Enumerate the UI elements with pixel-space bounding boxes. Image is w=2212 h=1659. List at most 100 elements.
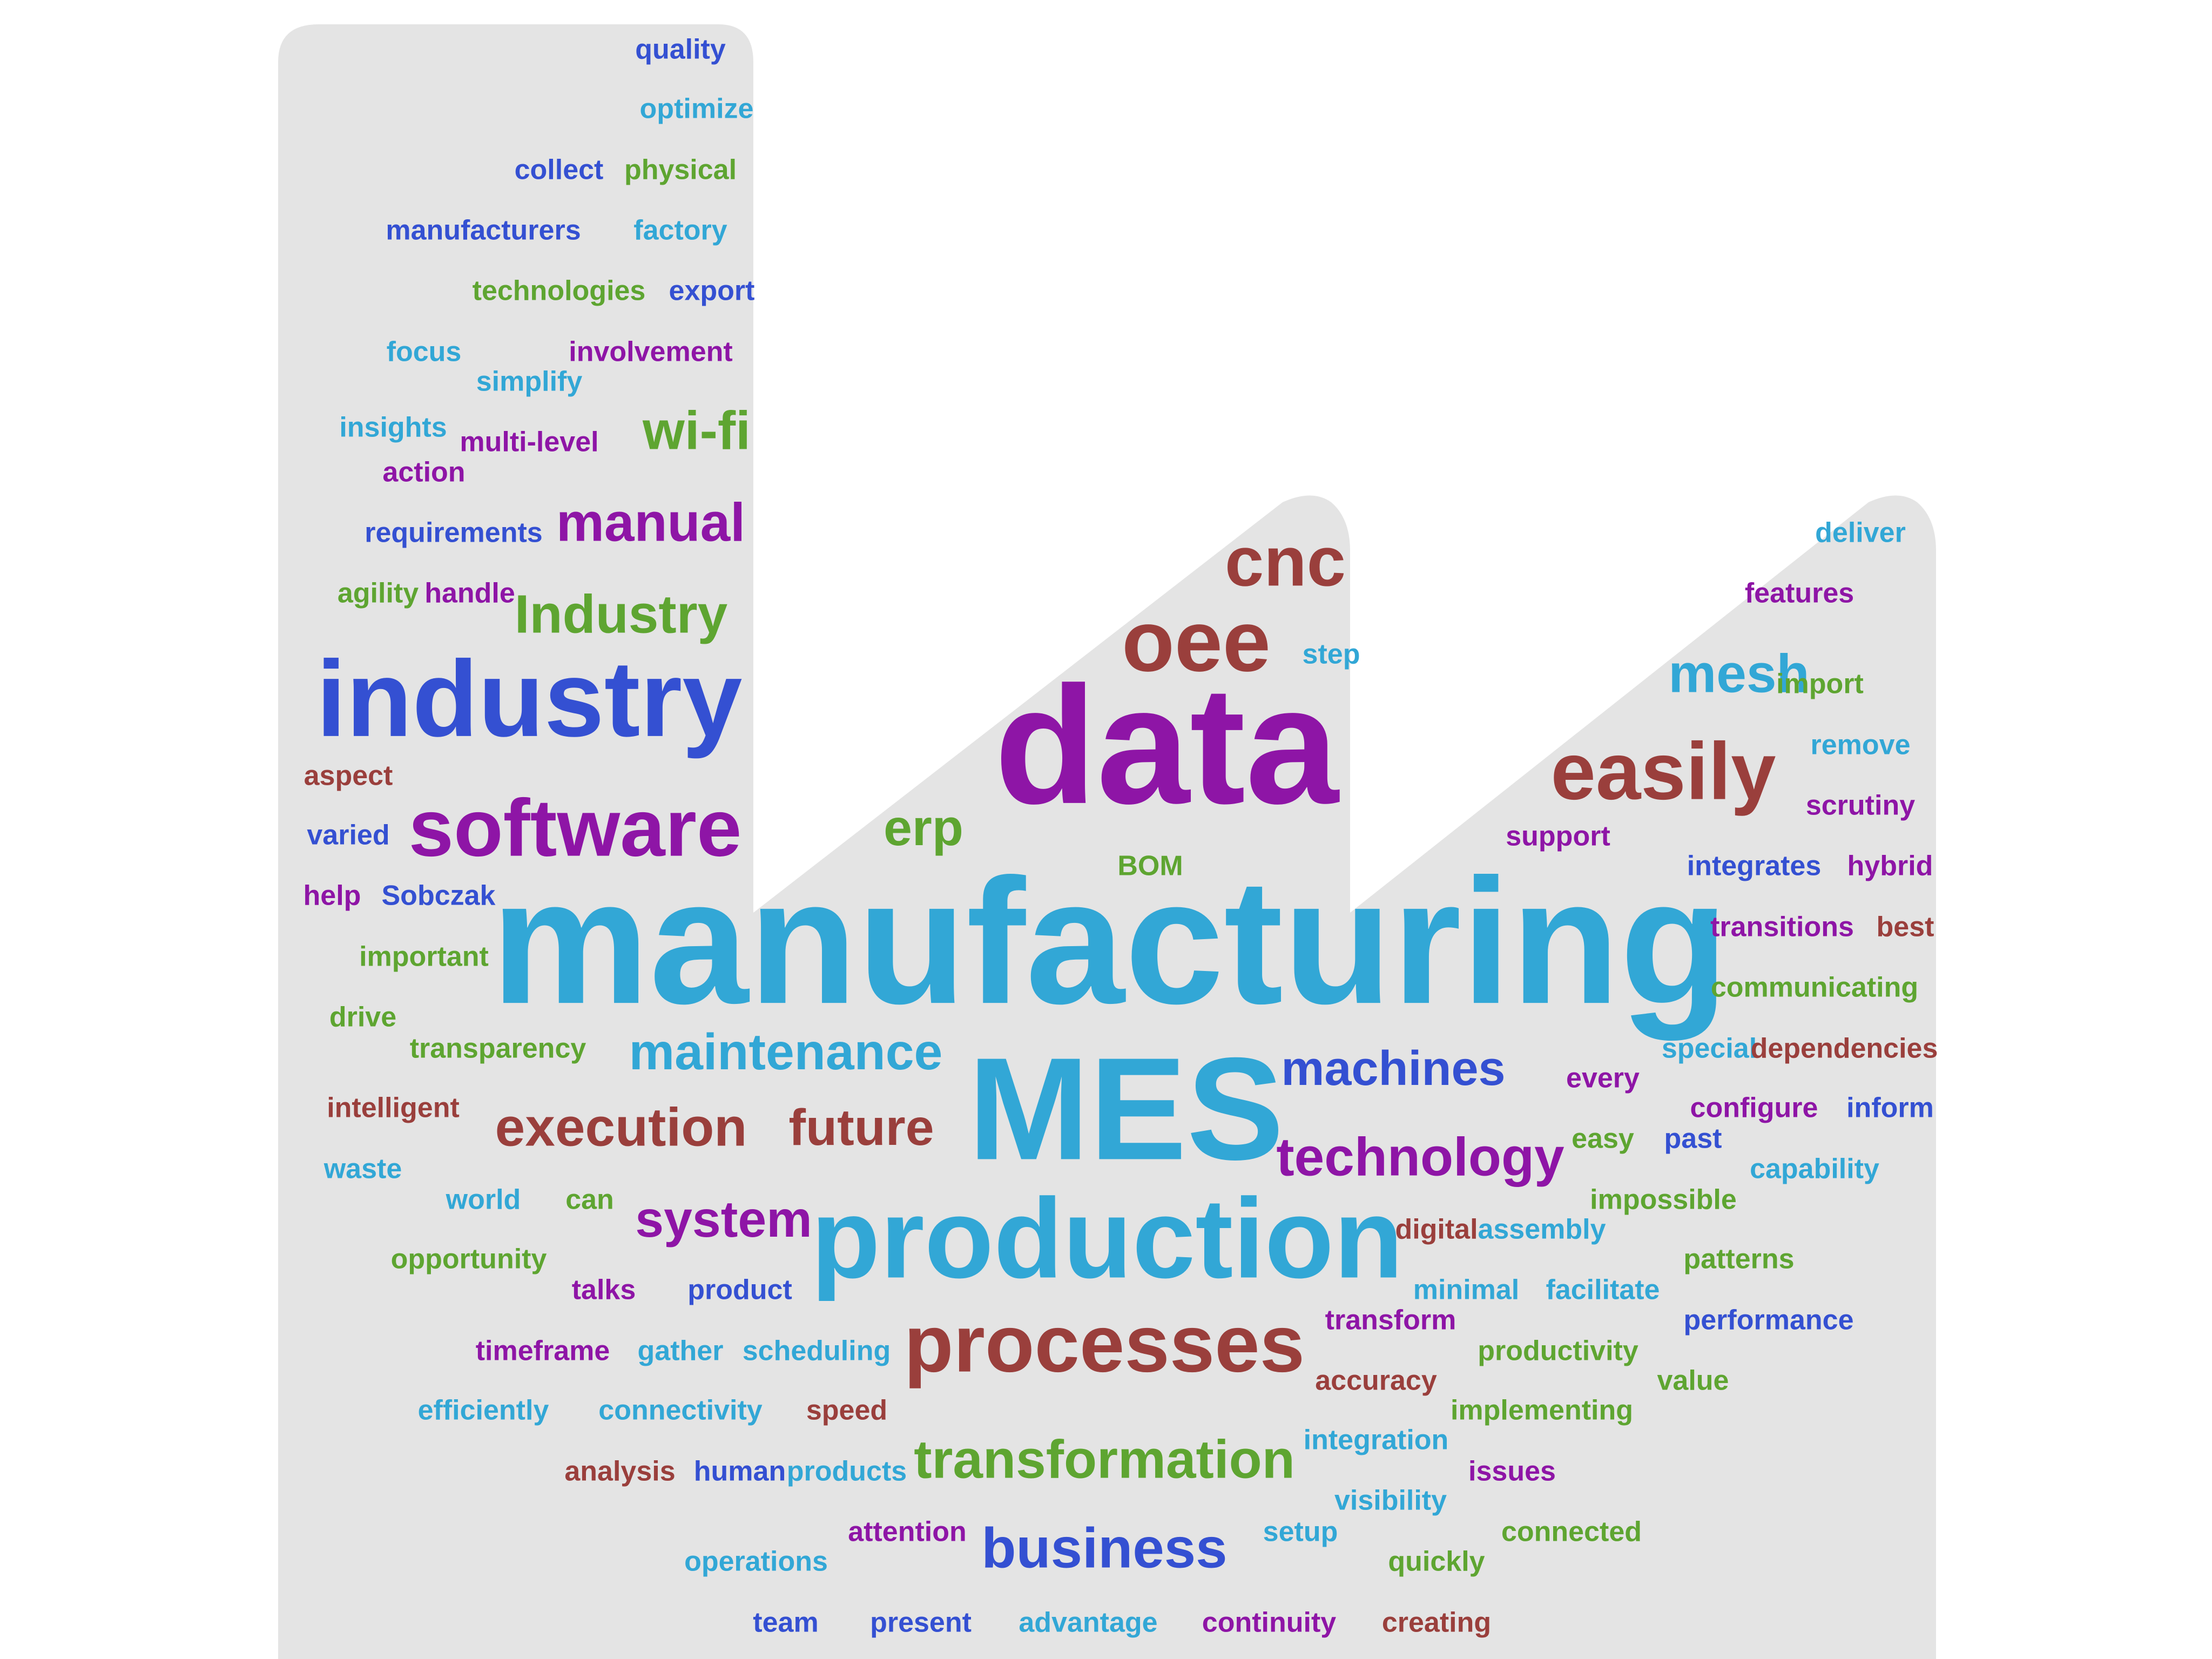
- word-accuracy: accuracy: [1315, 1365, 1437, 1397]
- word-bom: BOM: [1117, 851, 1183, 882]
- word-present: present: [870, 1607, 972, 1638]
- word-data: data: [994, 651, 1339, 839]
- word-software: software: [409, 783, 742, 873]
- word-every: every: [1566, 1063, 1640, 1094]
- word-transformation: transformation: [914, 1429, 1295, 1489]
- word-manufacturing: manufacturing: [491, 841, 1729, 1042]
- word-collect: collect: [515, 154, 604, 186]
- word-attention: attention: [848, 1516, 967, 1548]
- word-drive: drive: [329, 1002, 396, 1033]
- word-speed: speed: [806, 1395, 887, 1426]
- word-transitions: transitions: [1710, 912, 1854, 943]
- word-minimal: minimal: [1413, 1274, 1520, 1306]
- word-easily: easily: [1550, 726, 1776, 817]
- word-visibility: visibility: [1334, 1485, 1447, 1516]
- word-issues: issues: [1468, 1456, 1556, 1487]
- word-import: import: [1776, 669, 1864, 700]
- word-creating: creating: [1382, 1607, 1491, 1638]
- word-quickly: quickly: [1388, 1546, 1485, 1577]
- word-scrutiny: scrutiny: [1806, 790, 1915, 821]
- word-industry: industry: [316, 639, 743, 759]
- factory-silhouette: [278, 24, 1936, 1659]
- word-value: value: [1657, 1365, 1729, 1397]
- word-world: world: [446, 1184, 521, 1216]
- word-human: human: [694, 1456, 786, 1487]
- word-mes: MES: [968, 1028, 1284, 1190]
- word-gather: gather: [638, 1336, 724, 1367]
- word-action: action: [382, 457, 465, 488]
- word-deliver: deliver: [1815, 517, 1906, 549]
- word-connectivity: connectivity: [598, 1395, 762, 1426]
- word-processes: processes: [904, 1298, 1305, 1389]
- word-operations: operations: [684, 1546, 828, 1577]
- word-support: support: [1506, 821, 1610, 852]
- word-facilitate: facilitate: [1546, 1274, 1660, 1306]
- word-business: business: [981, 1517, 1227, 1580]
- word-setup: setup: [1263, 1516, 1338, 1548]
- word-factory: factory: [633, 215, 727, 246]
- word-communicating: communicating: [1711, 972, 1918, 1003]
- word-manufacturers: manufacturers: [386, 215, 581, 246]
- word-aspect: aspect: [304, 760, 393, 792]
- word-execution: execution: [495, 1097, 747, 1157]
- word-special: special: [1662, 1033, 1757, 1064]
- word-quality: quality: [635, 34, 726, 65]
- word-erp: erp: [884, 799, 963, 857]
- word-integration: integration: [1304, 1425, 1449, 1456]
- word-industry: Industry: [515, 584, 728, 644]
- word-maintenance: maintenance: [629, 1023, 943, 1081]
- word-insights: insights: [339, 412, 447, 443]
- word-connected: connected: [1501, 1516, 1642, 1548]
- word-inform: inform: [1846, 1092, 1934, 1124]
- word-productivity: productivity: [1478, 1336, 1638, 1367]
- word-mesh: mesh: [1668, 643, 1809, 704]
- word-step: step: [1303, 639, 1360, 670]
- word-performance: performance: [1684, 1305, 1854, 1336]
- word-advantage: advantage: [1019, 1607, 1157, 1638]
- word-waste: waste: [323, 1154, 402, 1185]
- word-configure: configure: [1690, 1092, 1818, 1124]
- word-best: best: [1877, 912, 1934, 943]
- word-transform: transform: [1325, 1305, 1456, 1336]
- word-important: important: [359, 941, 489, 973]
- word-integrates: integrates: [1687, 851, 1822, 882]
- word-production: production: [811, 1175, 1403, 1301]
- word-technologies: technologies: [473, 275, 646, 307]
- word-can: can: [565, 1184, 614, 1216]
- word-products: products: [787, 1456, 907, 1487]
- word-scheduling: scheduling: [743, 1336, 891, 1367]
- word-agility: agility: [338, 578, 419, 609]
- word-intelligent: intelligent: [327, 1092, 460, 1124]
- word-handle: handle: [424, 578, 515, 609]
- word-cnc: cnc: [1225, 522, 1346, 601]
- word-multi-level: multi-level: [460, 427, 598, 458]
- word-oee: oee: [1122, 592, 1271, 689]
- word-optimize: optimize: [640, 93, 754, 125]
- word-technology: technology: [1276, 1127, 1564, 1187]
- word-opportunity: opportunity: [391, 1244, 547, 1275]
- word-dependencies: dependencies: [1751, 1033, 1938, 1064]
- word-digital: digital: [1395, 1214, 1478, 1245]
- word-requirements: requirements: [365, 517, 542, 549]
- word-continuity: continuity: [1202, 1607, 1337, 1638]
- word-help: help: [304, 880, 361, 912]
- word-remove: remove: [1811, 730, 1911, 761]
- word-product: product: [687, 1274, 792, 1306]
- word-involvement: involvement: [569, 336, 732, 368]
- word-capability: capability: [1750, 1154, 1879, 1185]
- word-past: past: [1664, 1123, 1722, 1155]
- word-analysis: analysis: [564, 1456, 675, 1487]
- word-manual: manual: [556, 492, 745, 552]
- word-talks: talks: [572, 1274, 636, 1306]
- word-implementing: implementing: [1451, 1395, 1633, 1426]
- word-hybrid: hybrid: [1847, 851, 1933, 882]
- word-features: features: [1745, 578, 1854, 609]
- word-assembly: assembly: [1478, 1214, 1606, 1245]
- word-wi-fi: wi-fi: [642, 400, 751, 461]
- word-future: future: [788, 1099, 934, 1156]
- word-export: export: [669, 275, 755, 307]
- word-machines: machines: [1281, 1042, 1505, 1096]
- word-varied: varied: [307, 820, 389, 851]
